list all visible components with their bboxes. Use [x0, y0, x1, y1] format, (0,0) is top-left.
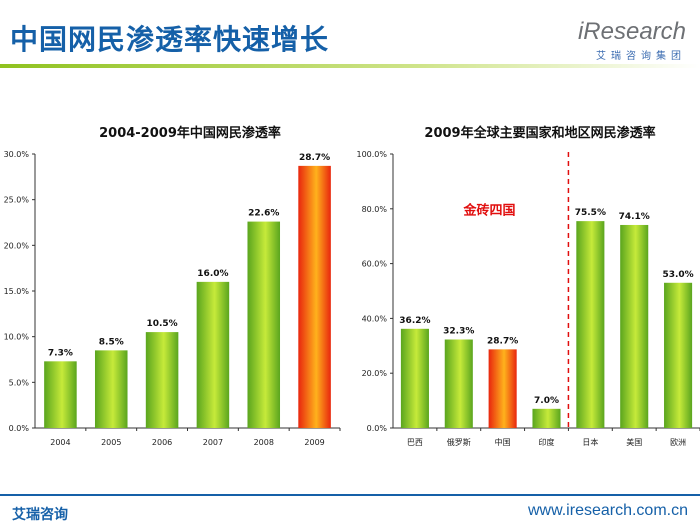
x-tick-label: 美国 — [626, 437, 642, 447]
footer-divider — [0, 494, 700, 496]
logo: iResearch 艾瑞咨询集团 — [578, 18, 686, 62]
data-label: 74.1% — [619, 212, 650, 222]
x-tick-label: 2007 — [203, 438, 223, 447]
data-label: 8.5% — [99, 337, 124, 347]
data-label: 53.0% — [662, 270, 693, 280]
bar — [196, 281, 230, 428]
data-label: 10.5% — [146, 319, 177, 329]
x-tick-label: 2008 — [254, 438, 274, 447]
data-label: 28.7% — [299, 153, 330, 163]
bar — [247, 221, 281, 428]
y-tick-label: 100.0% — [356, 150, 387, 159]
x-tick-label: 2009 — [304, 438, 324, 447]
bar — [664, 282, 693, 428]
logo-company-name: 艾瑞咨询集团 — [596, 51, 686, 62]
x-tick-label: 欧洲 — [670, 437, 686, 447]
y-tick-label: 30.0% — [4, 150, 30, 159]
y-tick-label: 80.0% — [362, 205, 388, 214]
x-tick-label: 中国 — [495, 437, 511, 447]
y-tick-label: 10.0% — [4, 333, 30, 342]
y-tick-label: 60.0% — [362, 260, 388, 269]
data-label: 36.2% — [399, 316, 430, 326]
bric-annotation: 金砖四国 — [462, 202, 515, 218]
y-tick-label: 40.0% — [362, 314, 388, 323]
y-tick-label: 20.0% — [362, 369, 388, 378]
footer-url: www.iresearch.com.cn — [527, 502, 688, 519]
bar — [444, 339, 473, 428]
logo-mark: iResearch — [577, 18, 686, 45]
bar — [620, 224, 649, 428]
bar — [145, 332, 179, 428]
data-label: 7.0% — [534, 396, 559, 406]
x-tick-label: 俄罗斯 — [447, 437, 471, 447]
data-label: 22.6% — [248, 209, 279, 219]
y-tick-label: 15.0% — [4, 287, 30, 296]
x-tick-label: 2004 — [50, 438, 70, 447]
y-tick-label: 0.0% — [367, 424, 388, 433]
x-tick-label: 2005 — [101, 438, 121, 447]
header-divider — [0, 64, 700, 68]
bar — [488, 349, 517, 428]
chart2-title: 2009年全球主要国家和地区网民渗透率 — [424, 126, 656, 141]
bar — [576, 221, 605, 428]
y-tick-label: 20.0% — [4, 241, 30, 250]
footer-brand: 艾瑞咨询 — [12, 507, 68, 523]
bar — [298, 165, 331, 428]
bar — [400, 328, 429, 428]
y-tick-label: 0.0% — [9, 424, 30, 433]
data-label: 32.3% — [443, 326, 474, 336]
bar — [44, 361, 77, 428]
x-tick-label: 2006 — [152, 438, 172, 447]
bar — [94, 350, 128, 428]
data-label: 28.7% — [487, 336, 518, 346]
x-tick-label: 巴西 — [407, 438, 423, 447]
page-title: 中国网民渗透率快速增长 — [10, 23, 330, 56]
bar — [532, 408, 561, 428]
data-label: 16.0% — [197, 269, 228, 279]
y-tick-label: 5.0% — [9, 378, 30, 387]
y-tick-label: 25.0% — [4, 196, 30, 205]
data-label: 75.5% — [575, 208, 606, 218]
data-label: 7.3% — [48, 348, 73, 358]
x-tick-label: 印度 — [539, 437, 555, 447]
x-tick-label: 日本 — [582, 437, 598, 447]
chart1-title: 2004-2009年中国网民渗透率 — [99, 126, 281, 141]
